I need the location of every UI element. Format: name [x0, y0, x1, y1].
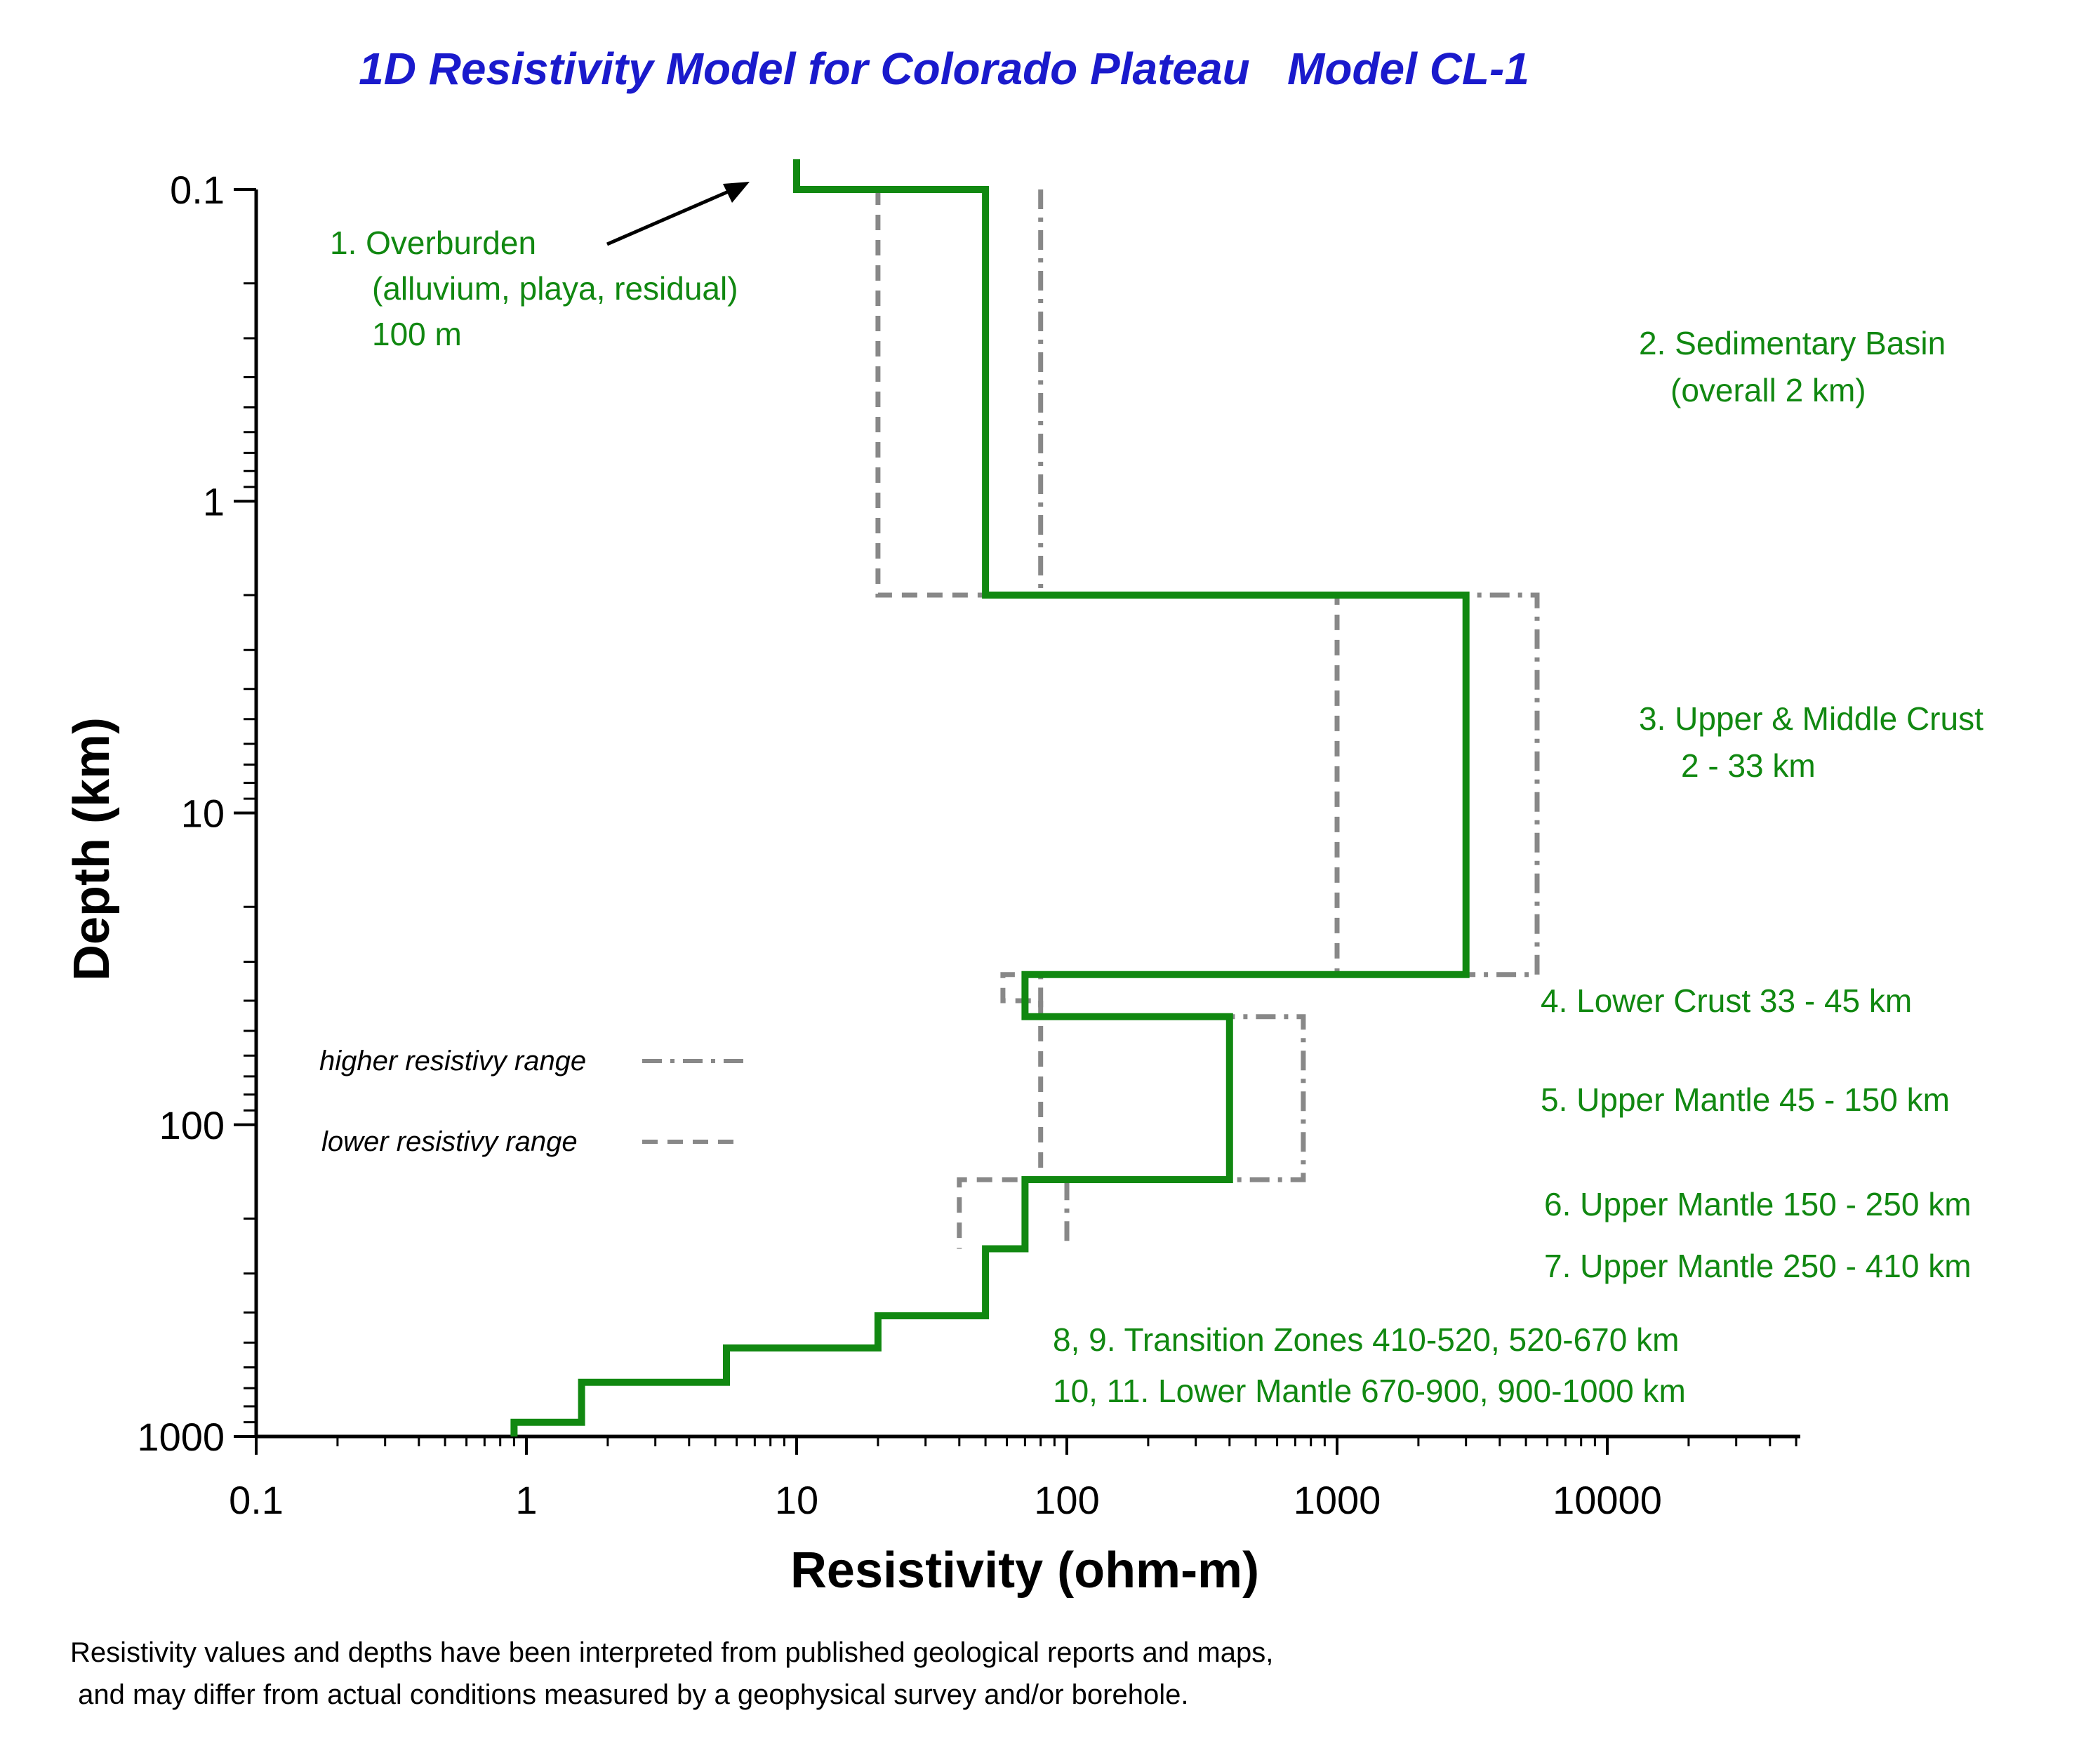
footnote-line-1: Resistivity values and depths have been …	[70, 1637, 1273, 1668]
annotation-label: 2. Sedimentary Basin	[1639, 325, 1946, 361]
chart-title: 1D Resistivity Model for Colorado Platea…	[359, 44, 1529, 94]
annotation-label: (overall 2 km)	[1670, 372, 1866, 408]
annotation-label: 10, 11. Lower Mantle 670-900, 900-1000 k…	[1053, 1373, 1686, 1409]
annotation-label: 3. Upper & Middle Crust	[1639, 700, 1983, 737]
y-tick-label: 100	[159, 1103, 225, 1147]
x-axis-title: Resistivity (ohm-m)	[790, 1542, 1259, 1599]
y-tick-label: 10	[181, 792, 225, 836]
annotations: 1. Overburden (alluvium, playa, residual)…	[330, 225, 1983, 1409]
y-tick-label: 1000	[137, 1415, 225, 1459]
series-model-line	[510, 159, 1470, 1436]
x-tick-label: 0.1	[229, 1478, 284, 1522]
x-tick-label: 100	[1034, 1478, 1099, 1522]
x-tick-label: 1000	[1294, 1478, 1381, 1522]
x-tick-label: 1	[515, 1478, 537, 1522]
annotation-label: 100 m	[372, 316, 462, 352]
annotation-label: 2 - 33 km	[1681, 747, 1816, 784]
y-tick-label: 1	[203, 479, 225, 524]
annotation-label: 6. Upper Mantle 150 - 250 km	[1544, 1186, 1972, 1222]
x-tick-label: 10	[775, 1478, 818, 1522]
series-lower-range-line	[875, 189, 1340, 1249]
legend: higher resistivy range lower resistivy ra…	[319, 1046, 744, 1157]
annotation-label: 4. Lower Crust 33 - 45 km	[1541, 982, 1912, 1019]
y-tick-label: 0.1	[170, 168, 225, 212]
annotation-label: 1. Overburden	[330, 225, 536, 261]
x-tick-label: 10000	[1553, 1478, 1662, 1522]
annotation-label: 8, 9. Transition Zones 410-520, 520-670 …	[1053, 1321, 1679, 1358]
annotation-label: 5. Upper Mantle 45 - 150 km	[1541, 1081, 1950, 1118]
chart-series	[510, 159, 1540, 1436]
footnote-line-2: and may differ from actual conditions me…	[70, 1679, 1188, 1710]
legend-label: lower resistivy range	[321, 1126, 578, 1157]
annotation-label: 7. Upper Mantle 250 - 410 km	[1544, 1248, 1972, 1284]
annotation-label: (alluvium, playa, residual)	[372, 270, 738, 307]
legend-label: higher resistivy range	[319, 1046, 586, 1076]
y-axis-title: Depth (km)	[64, 717, 120, 981]
annotation-arrow	[606, 182, 750, 246]
